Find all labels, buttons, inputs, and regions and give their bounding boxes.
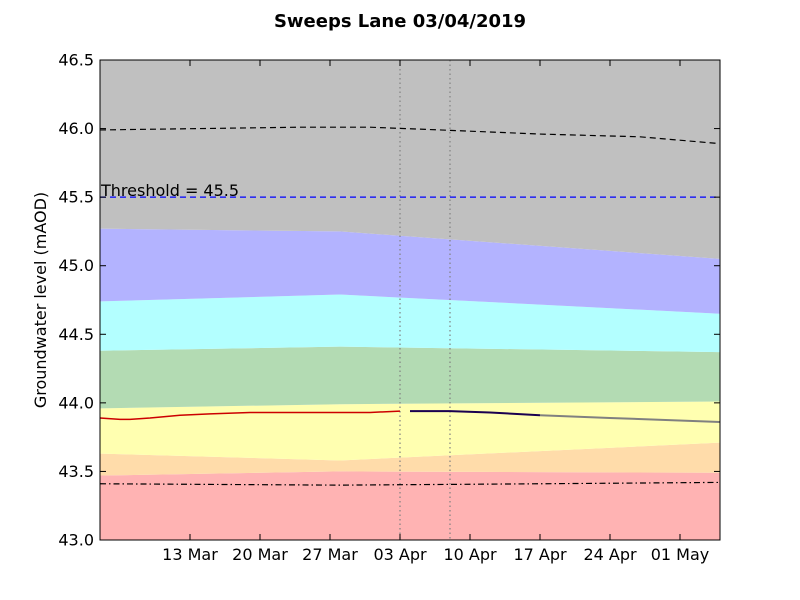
x-tick-label: 27 Mar	[302, 545, 358, 564]
y-tick-label: 44.5	[58, 325, 94, 344]
lower-dashdot-line	[99, 481, 721, 486]
y-tick-label: 43.5	[58, 462, 94, 481]
y-axis-label: Groundwater level (mAOD)	[31, 192, 50, 408]
band-6	[100, 228, 720, 314]
chart-title: Sweeps Lane 03/04/2019	[274, 11, 526, 32]
band-2	[100, 442, 720, 476]
y-axis: 43.0 43.5 44.0 44.5 45.0 45.5 46.0 46.5	[58, 51, 720, 550]
x-tick-label: 24 Apr	[583, 545, 637, 564]
x-tick-label: 17 Apr	[513, 545, 567, 564]
series-lines	[99, 126, 721, 486]
x-axis: 13 Mar 20 Mar 27 Mar 03 Apr 10 Apr 17 Apr 24 A…	[162, 60, 709, 564]
y-tick-label: 43.0	[58, 531, 94, 550]
x-tick-label: 20 Mar	[232, 545, 288, 564]
plot-frame	[99, 59, 721, 541]
y-tick-label: 44.0	[58, 393, 94, 412]
forecast-extension-line	[539, 414, 721, 424]
threshold-group: Threshold = 45.5	[100, 181, 720, 200]
observed-line	[99, 410, 401, 421]
level-bands	[100, 60, 720, 540]
band-5	[100, 294, 720, 353]
forecast-line	[410, 410, 541, 417]
upper-dashed-line	[99, 126, 721, 145]
y-tick-label: 46.0	[58, 119, 94, 138]
threshold-label: Threshold = 45.5	[100, 181, 239, 200]
band-4	[100, 346, 720, 409]
y-tick-label: 46.5	[58, 51, 94, 70]
y-tick-label: 45.0	[58, 256, 94, 275]
date-markers	[399, 60, 451, 540]
band-7	[100, 60, 720, 259]
x-tick-label: 10 Apr	[443, 545, 497, 564]
x-tick-label: 13 Mar	[162, 545, 218, 564]
band-1	[100, 471, 720, 540]
x-tick-label: 01 May	[651, 545, 710, 564]
y-tick-label: 45.5	[58, 188, 94, 207]
x-tick-label: 03 Apr	[373, 545, 427, 564]
